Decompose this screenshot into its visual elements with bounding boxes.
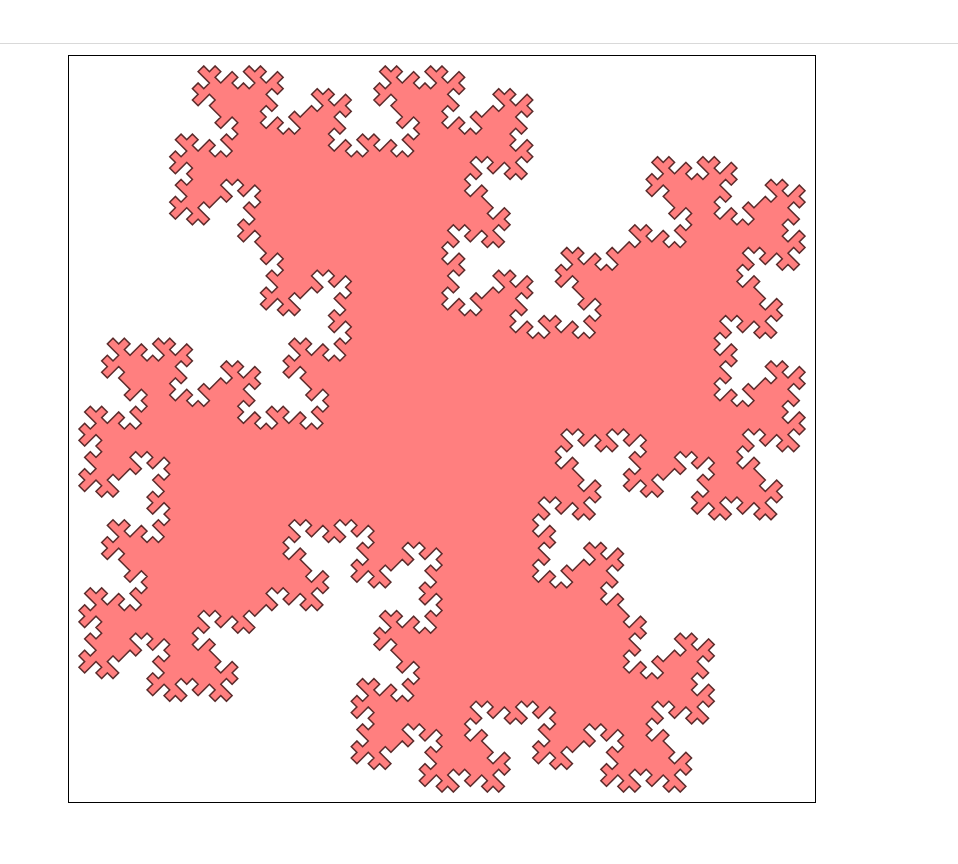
fractal-canvas — [77, 64, 807, 794]
top-divider — [0, 43, 958, 44]
koch-island-shape — [77, 64, 807, 794]
plot-frame — [68, 55, 816, 803]
